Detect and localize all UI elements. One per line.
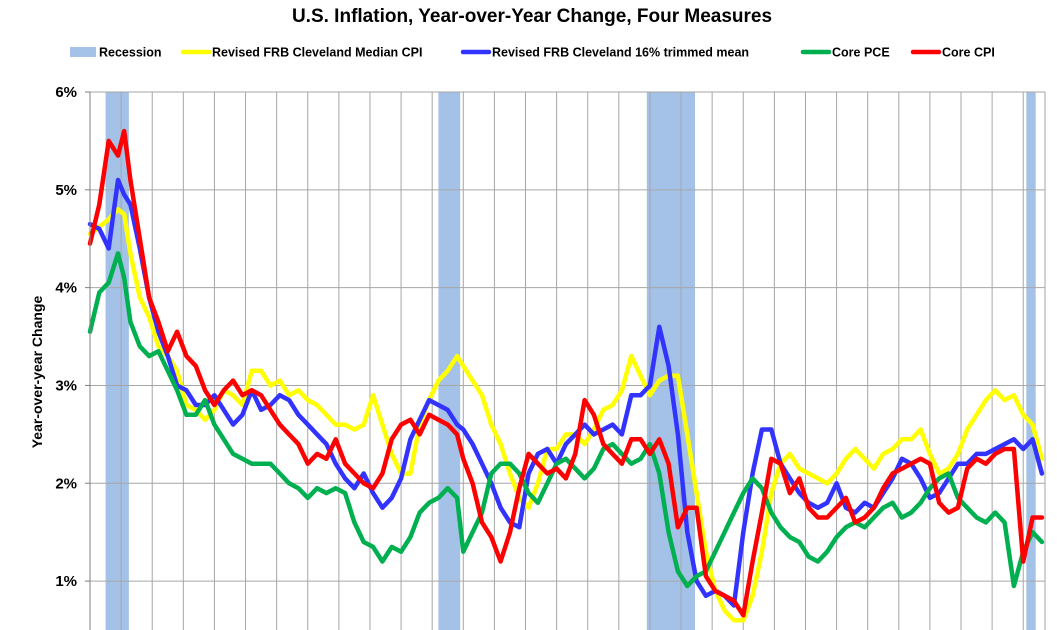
y-axis-title: Year-over-year Change bbox=[29, 296, 45, 449]
chart-title: U.S. Inflation, Year-over-Year Change, F… bbox=[292, 6, 772, 27]
legend: Recession Revised FRB Cleveland Median CP… bbox=[70, 46, 995, 60]
legend-item: Revised FRB Cleveland Median CPI bbox=[180, 46, 422, 60]
legend-item: Core CPI bbox=[910, 46, 995, 60]
legend-label: Core PCE bbox=[832, 46, 890, 60]
y-tick-label: 5% bbox=[55, 182, 77, 199]
gridlines bbox=[90, 91, 1045, 630]
legend-swatch-box bbox=[70, 47, 96, 57]
y-tick-label: 4% bbox=[55, 280, 77, 297]
legend-item: Recession bbox=[70, 46, 162, 60]
series-line-core-pce bbox=[87, 251, 1045, 589]
axes: 1% 2% 3% 4% 5% 6% bbox=[55, 84, 1046, 630]
legend-label: Recession bbox=[99, 46, 162, 60]
legend-item: Core PCE bbox=[800, 46, 890, 60]
legend-label: Revised FRB Cleveland Median CPI bbox=[212, 46, 422, 60]
legend-item: Revised FRB Cleveland 16% trimmed mean bbox=[460, 46, 749, 60]
recession-band bbox=[1026, 92, 1036, 630]
recession-band bbox=[438, 92, 461, 630]
series-lines bbox=[87, 128, 1045, 623]
legend-label: Revised FRB Cleveland 16% trimmed mean bbox=[492, 46, 749, 60]
y-tick-label: 3% bbox=[55, 377, 77, 394]
y-tick-label: 2% bbox=[55, 475, 77, 492]
y-tick-label: 1% bbox=[55, 573, 77, 590]
legend-label: Core CPI bbox=[942, 46, 995, 60]
recession-band bbox=[105, 92, 129, 630]
series-line-core-cpi bbox=[87, 128, 1045, 618]
y-tick-label: 6% bbox=[55, 84, 77, 101]
series-line-revised-frb-cleveland-median-cpi bbox=[87, 207, 1045, 623]
